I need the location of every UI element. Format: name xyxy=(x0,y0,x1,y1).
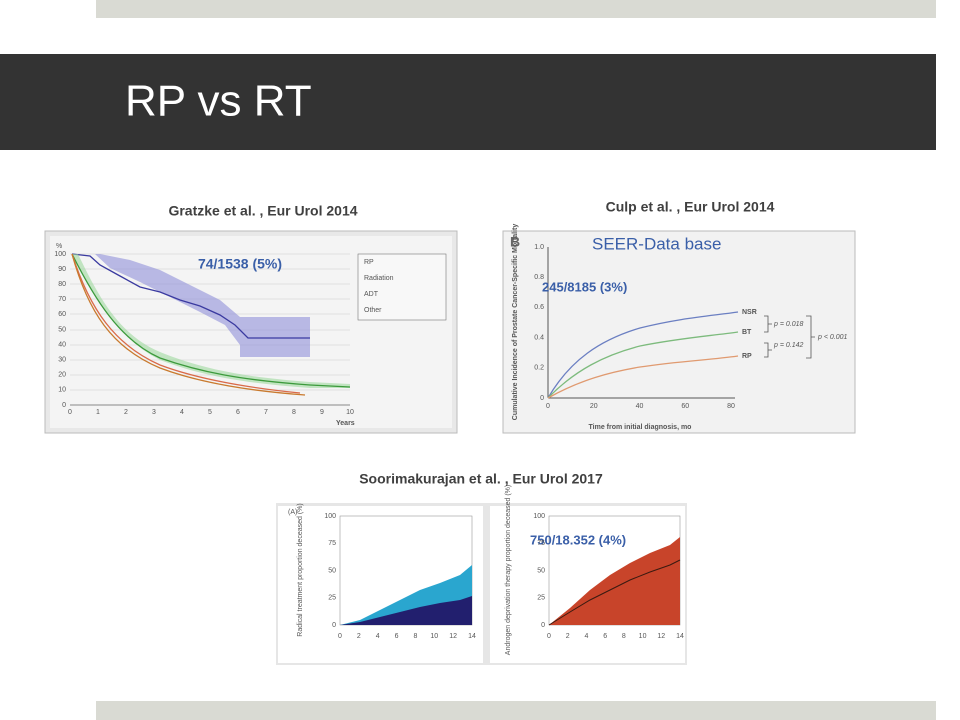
figure-1: 74/1538 (5%) % Years xyxy=(44,230,458,434)
tick-label: 8 xyxy=(413,633,417,640)
tick-label: 20 xyxy=(590,403,598,410)
tick-label: 6 xyxy=(603,633,607,640)
tick-label: 75 xyxy=(537,540,545,547)
tick-label: 0.2 xyxy=(534,365,544,372)
p-value: p = 0.142 xyxy=(773,342,803,349)
tick-label: 1 xyxy=(96,409,100,416)
curve-label: RP xyxy=(742,353,752,360)
tick-label: 0 xyxy=(332,622,336,629)
tick-label: 10 xyxy=(346,409,354,416)
caption: Soorimakurajan et al. , Eur Urol 2017 xyxy=(359,471,603,487)
tick-label: 6 xyxy=(236,409,240,416)
tick-label: 0 xyxy=(541,622,545,629)
legend-entry: Radiation xyxy=(364,275,394,282)
p-value: p = 0.018 xyxy=(773,321,803,328)
tick-label: 50 xyxy=(58,326,66,333)
axis-label: Years xyxy=(336,420,355,427)
tick-label: 20 xyxy=(58,372,66,379)
tick-label: 70 xyxy=(58,296,66,303)
legend-entry: Other xyxy=(364,307,382,314)
tick-label: 80 xyxy=(58,281,66,288)
legend-entry: RP xyxy=(364,259,374,266)
tick-label: 30 xyxy=(58,357,66,364)
tick-label: 1.0 xyxy=(534,244,544,251)
bottom-bar xyxy=(96,701,936,720)
axis-label: Androgen deprivation therapy proportion … xyxy=(505,485,512,655)
tick-label: 9 xyxy=(320,409,324,416)
legend-entry: ADT xyxy=(364,291,379,298)
tick-label: 50 xyxy=(328,567,336,574)
tick-label: 0 xyxy=(540,395,544,402)
tick-label: 0.4 xyxy=(534,334,544,341)
tick-label: 75 xyxy=(328,540,336,547)
tick-label: 14 xyxy=(676,633,684,640)
annotation: 245/8185 (3%) xyxy=(542,279,627,294)
panel-label: B xyxy=(510,234,520,250)
tick-label: 2 xyxy=(357,633,361,640)
tick-label: 25 xyxy=(328,595,336,602)
tick-label: 0.8 xyxy=(534,274,544,281)
axis-label: Radical treatment proportion deceased (%… xyxy=(297,503,304,636)
figure-3: (A) Radical treatment proportion decease… xyxy=(276,485,687,665)
tick-label: 100 xyxy=(324,513,336,520)
tick-label: 10 xyxy=(639,633,647,640)
tick-label: 0 xyxy=(547,633,551,640)
tick-label: 0 xyxy=(68,409,72,416)
tick-label: 8 xyxy=(622,633,626,640)
annotation: 750/18.352 (4%) xyxy=(530,532,626,547)
tick-label: 6 xyxy=(395,633,399,640)
axis-label: % xyxy=(56,243,62,250)
tick-label: 4 xyxy=(376,633,380,640)
tick-label: 4 xyxy=(584,633,588,640)
caption: Gratzke et al. , Eur Urol 2014 xyxy=(168,203,357,219)
caption: Culp et al. , Eur Urol 2014 xyxy=(606,199,775,215)
slide-title: RP vs RT xyxy=(125,77,312,126)
tick-label: 12 xyxy=(657,633,665,640)
tick-label: 80 xyxy=(727,403,735,410)
tick-label: 10 xyxy=(430,633,438,640)
tick-label: 2 xyxy=(124,409,128,416)
tick-label: 0 xyxy=(546,403,550,410)
axis-label: Time from initial diagnosis, mo xyxy=(589,424,692,431)
top-bar xyxy=(96,0,936,18)
tick-label: 25 xyxy=(537,595,545,602)
panel-label: (A) xyxy=(288,509,297,516)
tick-label: 60 xyxy=(681,403,689,410)
tick-label: 50 xyxy=(537,567,545,574)
tick-label: 90 xyxy=(58,266,66,273)
heading: SEER-Data base xyxy=(592,234,721,253)
tick-label: 8 xyxy=(292,409,296,416)
annotation: 74/1538 (5%) xyxy=(198,256,282,272)
axis-label: Cumulative Incidence of Prostate Cancer-… xyxy=(512,224,519,421)
figure-2: B SEER-Data base 245/8185 (3%) Time from… xyxy=(502,224,856,434)
tick-label: 2 xyxy=(566,633,570,640)
tick-label: 3 xyxy=(152,409,156,416)
tick-label: 40 xyxy=(636,403,644,410)
tick-label: 0.6 xyxy=(534,304,544,311)
curve-label: BT xyxy=(742,329,752,336)
p-value: p < 0.001 xyxy=(817,334,847,341)
tick-label: 12 xyxy=(449,633,457,640)
tick-label: 4 xyxy=(180,409,184,416)
tick-label: 14 xyxy=(468,633,476,640)
tick-label: 0 xyxy=(62,402,66,409)
header-bar xyxy=(0,54,936,150)
tick-label: 100 xyxy=(54,251,66,258)
tick-label: 60 xyxy=(58,311,66,318)
tick-label: 10 xyxy=(58,387,66,394)
tick-label: 100 xyxy=(533,513,545,520)
tick-label: 5 xyxy=(208,409,212,416)
tick-label: 0 xyxy=(338,633,342,640)
tick-label: 40 xyxy=(58,341,66,348)
tick-label: 7 xyxy=(264,409,268,416)
curve-label: NSR xyxy=(742,309,757,316)
